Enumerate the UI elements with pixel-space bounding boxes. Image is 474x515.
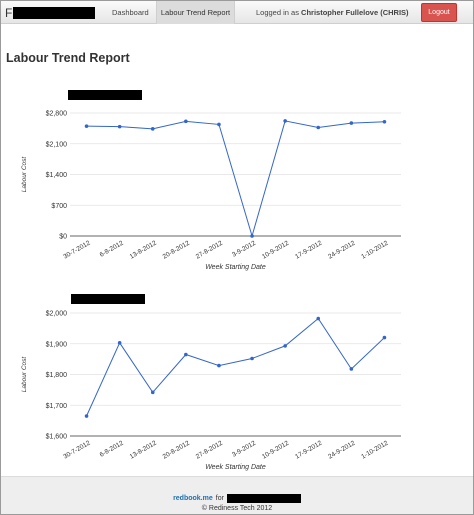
x-tick-label: 27-8-2012 — [195, 239, 224, 260]
footer-redacted-block — [226, 494, 301, 503]
data-point — [217, 363, 221, 368]
labour-cost-chart-2: $1,600 $1,700 $1,800 $1,900 $2,000 30-7-2012 6… — [21, 311, 401, 471]
chart-title-redacted — [68, 90, 142, 100]
brand[interactable]: F — [5, 5, 96, 20]
y-tick-label: $1,400 — [46, 172, 68, 179]
nav-labour-trend-report[interactable]: Labour Trend Report — [156, 1, 235, 24]
x-tick-label: 24-9-2012 — [327, 239, 356, 260]
labour-cost-chart-1: $0 $700 $1,400 $2,100 $2,800 30-7-2012 6-8-201… — [21, 111, 401, 271]
y-tick-label: $1,800 — [46, 372, 68, 379]
brand-redacted-block — [13, 6, 96, 19]
x-tick-label: 1-10-2012 — [360, 439, 389, 460]
data-point — [382, 119, 387, 124]
x-tick-label: 13-8-2012 — [129, 239, 158, 260]
x-tick-label: 3-9-2012 — [231, 239, 257, 258]
x-tick-label: 6-8-2012 — [99, 239, 125, 258]
x-tick-label: 20-8-2012 — [162, 239, 191, 260]
data-point — [349, 121, 354, 125]
y-tick-label: $2,000 — [46, 311, 68, 318]
series-line — [86, 317, 385, 417]
page-title: Labour Trend Report — [6, 51, 130, 65]
x-tick-label: 6-8-2012 — [99, 439, 125, 458]
brand-text[interactable]: F — [5, 5, 13, 20]
logged-in-prefix: Logged in as — [256, 8, 299, 17]
y-tick-label: $2,800 — [46, 111, 68, 118]
chart-title-redacted — [71, 294, 145, 304]
x-axis-label: Week Starting Date — [205, 264, 266, 271]
x-tick-label: 24-9-2012 — [327, 439, 356, 460]
y-tick-label: $1,700 — [46, 403, 68, 410]
data-point — [283, 119, 287, 123]
data-point — [349, 367, 354, 371]
x-tick-label: 27-8-2012 — [195, 439, 224, 460]
top-navbar: F Dashboard Labour Trend Report Logged i… — [1, 1, 473, 24]
data-point — [250, 356, 254, 361]
data-point — [184, 352, 188, 357]
y-tick-label: $2,100 — [46, 141, 68, 148]
x-tick-label: 1-10-2012 — [360, 239, 389, 260]
footer-attribution: redbook.me for — [1, 494, 473, 503]
series-line — [86, 120, 385, 238]
data-point — [117, 124, 122, 129]
x-tick-label: 30-7-2012 — [62, 239, 91, 260]
x-tick-label: 3-9-2012 — [231, 439, 257, 458]
x-tick-label: 13-8-2012 — [129, 439, 158, 460]
nav-dashboard[interactable]: Dashboard — [112, 8, 149, 17]
data-point — [184, 119, 188, 124]
footer: redbook.me for © Rediness Tech 2012 — [1, 476, 473, 514]
y-axis-label: Labour Cost — [21, 356, 28, 393]
logged-in-status: Logged in as Christopher Fullelove (CHRI… — [256, 1, 409, 24]
data-point — [382, 335, 387, 340]
x-tick-label: 17-9-2012 — [294, 239, 323, 260]
data-point — [84, 124, 89, 128]
y-tick-label: $1,600 — [46, 434, 68, 441]
data-point — [316, 316, 321, 321]
x-axis-label: Week Starting Date — [205, 464, 266, 471]
footer-copyright: © Rediness Tech 2012 — [201, 505, 273, 512]
data-point — [150, 127, 155, 131]
y-tick-label: $0 — [59, 234, 67, 241]
logout-button[interactable]: Logout — [421, 3, 457, 22]
y-tick-label: $1,900 — [46, 341, 68, 348]
x-tick-label: 10-9-2012 — [261, 439, 290, 460]
data-point — [84, 414, 89, 418]
x-tick-label: 30-7-2012 — [62, 439, 91, 460]
data-point — [217, 122, 221, 127]
data-point — [150, 390, 155, 395]
x-tick-label: 17-9-2012 — [294, 439, 323, 460]
logged-in-user: Christopher Fullelove (CHRIS) — [301, 8, 409, 17]
x-tick-label: 20-8-2012 — [162, 439, 191, 460]
footer-for-label: for — [215, 495, 224, 502]
footer-redbook-link[interactable]: redbook.me — [173, 495, 213, 502]
data-point — [316, 125, 321, 130]
data-point — [283, 344, 287, 348]
y-tick-label: $700 — [51, 203, 67, 210]
y-axis-label: Labour Cost — [21, 156, 28, 193]
data-point — [117, 341, 122, 345]
data-point — [250, 234, 254, 238]
x-tick-label: 10-9-2012 — [261, 239, 290, 260]
